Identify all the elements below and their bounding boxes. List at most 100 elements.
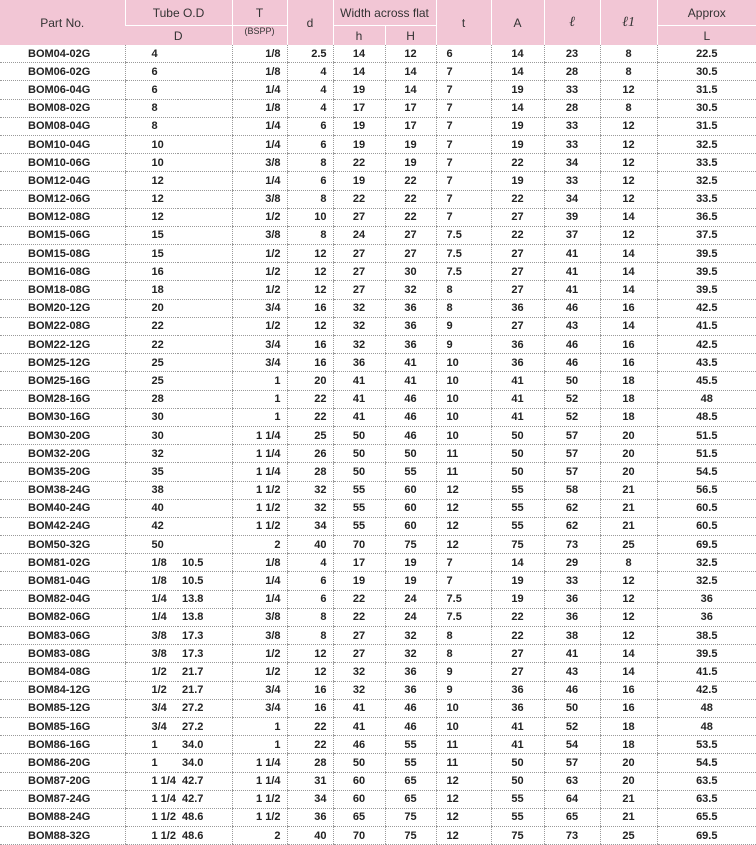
cell-H: 24 — [384, 590, 437, 609]
cell-tube-od-mm — [178, 408, 233, 427]
cell-thread: 1/2 — [231, 644, 288, 664]
cell-tube-od-mm — [178, 335, 233, 355]
cell-tube-od-mm — [178, 353, 233, 373]
cell-t: 9 — [435, 662, 492, 682]
cell-tube-od-mm — [178, 371, 233, 391]
cell-H: 36 — [384, 317, 437, 337]
cell-h: 41 — [332, 717, 386, 737]
cell-t: 9 — [435, 681, 492, 700]
cell-t: 7 — [435, 99, 492, 118]
cell-part-no: BOM06-02G — [0, 62, 125, 82]
cell-l1: 14 — [599, 262, 658, 282]
cell-tube-od: 15 — [124, 244, 178, 264]
table-row: BOM83-08G 3/8 17.3 1/2 12 27 32 8 27 41 14 39.5 — [0, 644, 756, 664]
cell-t: 7.5 — [435, 244, 492, 264]
cell-tube-od: 20 — [124, 299, 178, 318]
cell-thread: 1/2 — [231, 317, 288, 337]
cell-h: 36 — [332, 353, 386, 373]
cell-tube-od-mm — [178, 262, 233, 282]
cell-t: 11 — [435, 462, 492, 482]
cell-l: 37 — [543, 226, 601, 246]
cell-tube-od: 1 — [124, 735, 178, 755]
cell-l1: 14 — [599, 280, 658, 300]
cell-H: 19 — [384, 135, 437, 155]
cell-L: 32.5 — [656, 571, 756, 591]
cell-h: 27 — [332, 280, 386, 300]
cell-l: 62 — [543, 517, 601, 537]
cell-h: 22 — [332, 190, 386, 209]
cell-t: 7 — [435, 153, 492, 173]
cell-d: 8 — [286, 190, 334, 209]
cell-part-no: BOM06-04G — [0, 80, 125, 100]
cell-part-no: BOM83-08G — [0, 644, 125, 664]
cell-l1: 12 — [599, 171, 658, 191]
cell-h: 19 — [332, 171, 386, 191]
cell-l: 43 — [543, 662, 601, 682]
header-t-thickness: t — [435, 0, 492, 45]
cell-d: 16 — [286, 681, 334, 700]
cell-l1: 20 — [599, 444, 658, 464]
cell-thread: 3/4 — [231, 299, 288, 318]
cell-l: 29 — [543, 553, 601, 573]
header-t-sub: (BSPP) — [231, 25, 288, 45]
table-row: BOM88-24G 1 1/2 48.6 1 1/2 36 65 75 12 55 65 21 65.… — [0, 808, 756, 828]
table-row: BOM32-20G 32 1 1/4 26 50 50 11 50 57 20 51.5 — [0, 444, 756, 464]
table-row: BOM04-02G 4 1/8 2.5 14 12 6 14 23 8 22.5 — [0, 45, 756, 64]
cell-L: 43.5 — [656, 353, 756, 373]
cell-thread: 1/8 — [231, 553, 288, 573]
cell-L: 31.5 — [656, 117, 756, 136]
cell-tube-od-mm: 34.0 — [178, 735, 233, 755]
cell-tube-od: 28 — [124, 390, 178, 409]
cell-l: 28 — [543, 99, 601, 118]
cell-thread: 1/2 — [231, 280, 288, 300]
cell-t: 7 — [435, 208, 492, 227]
cell-tube-od-mm: 48.6 — [178, 808, 233, 828]
cell-d: 40 — [286, 535, 334, 555]
cell-tube-od: 12 — [124, 208, 178, 227]
table-row: BOM30-20G 30 1 1/4 25 50 46 10 50 57 20 51.5 — [0, 426, 756, 446]
cell-l1: 21 — [599, 517, 658, 537]
cell-d: 22 — [286, 717, 334, 737]
cell-l: 33 — [543, 117, 601, 136]
cell-thread: 3/4 — [231, 699, 288, 718]
cell-tube-od-mm: 48.6 — [178, 826, 233, 845]
cell-L: 56.5 — [656, 481, 756, 500]
cell-l: 23 — [543, 45, 601, 64]
cell-thread: 1/2 — [231, 262, 288, 282]
cell-part-no: BOM08-04G — [0, 117, 125, 136]
cell-a: 27 — [490, 280, 545, 300]
cell-L: 41.5 — [656, 662, 756, 682]
cell-tube-od-mm — [178, 299, 233, 318]
cell-h: 17 — [332, 553, 386, 573]
cell-a: 55 — [490, 790, 545, 809]
cell-tube-od: 18 — [124, 280, 178, 300]
cell-a: 55 — [490, 499, 545, 518]
cell-thread: 1 1/4 — [231, 462, 288, 482]
cell-thread: 1/8 — [231, 45, 288, 64]
cell-thread: 1 — [231, 390, 288, 409]
cell-tube-od-mm: 42.7 — [178, 772, 233, 791]
cell-H: 65 — [384, 772, 437, 791]
cell-a: 14 — [490, 553, 545, 573]
cell-tube-od: 32 — [124, 444, 178, 464]
cell-d: 4 — [286, 99, 334, 118]
cell-t: 12 — [435, 481, 492, 500]
table-row: BOM25-16G 25 1 20 41 41 10 41 50 18 45.5 — [0, 371, 756, 391]
cell-l: 41 — [543, 262, 601, 282]
cell-t: 7 — [435, 190, 492, 209]
cell-tube-od: 3/8 — [124, 626, 178, 646]
cell-part-no: BOM84-08G — [0, 662, 125, 682]
table-row: BOM81-04G 1/8 10.5 1/4 6 19 19 7 19 33 12 32.5 — [0, 571, 756, 591]
cell-t: 10 — [435, 353, 492, 373]
table-row: BOM12-06G 12 3/8 8 22 22 7 22 34 12 33.5 — [0, 190, 756, 209]
cell-tube-od-mm — [178, 244, 233, 264]
cell-L: 33.5 — [656, 190, 756, 209]
header-d: d — [286, 0, 334, 45]
cell-l1: 16 — [599, 699, 658, 718]
cell-part-no: BOM25-12G — [0, 353, 125, 373]
cell-thread: 2 — [231, 826, 288, 845]
cell-l: 73 — [543, 826, 601, 845]
cell-tube-od-mm: 10.5 — [178, 553, 233, 573]
cell-L: 48 — [656, 390, 756, 409]
cell-L: 42.5 — [656, 681, 756, 700]
